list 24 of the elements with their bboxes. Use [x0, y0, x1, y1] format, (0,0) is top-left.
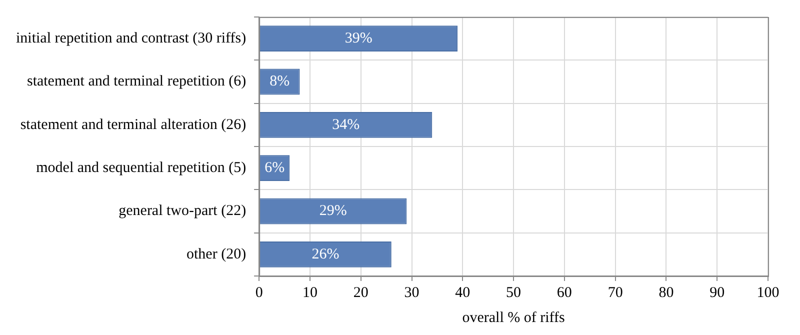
x-tick-label: 60	[556, 284, 572, 301]
x-tick-label: 40	[455, 284, 470, 301]
x-tick-label: 90	[710, 284, 725, 301]
x-axis-title: overall % of riffs	[462, 310, 565, 326]
x-tick-label: 100	[756, 284, 780, 301]
x-tick-label: 30	[404, 284, 420, 301]
x-tick-label: 70	[608, 284, 623, 301]
y-tick-label: general two-part (22)	[118, 203, 246, 220]
data-label: 34%	[332, 116, 360, 133]
x-tick-label: 20	[353, 284, 368, 301]
y-tick-label: initial repetition and contrast (30 riffs)	[16, 30, 246, 47]
x-tick-label: 80	[658, 284, 674, 301]
data-label: 29%	[319, 203, 347, 220]
y-tick-label: statement and terminal alteration (26)	[20, 116, 246, 133]
x-tick-label: 50	[506, 284, 522, 301]
y-tick-label: model and sequential repetition (5)	[36, 160, 246, 176]
x-tick-label: 10	[302, 284, 318, 301]
data-label: 8%	[270, 74, 290, 90]
y-tick-label: statement and terminal repetition (6)	[26, 74, 246, 90]
y-tick-label: other (20)	[186, 246, 246, 262]
data-label: 39%	[344, 30, 372, 47]
data-label: 6%	[264, 160, 285, 176]
data-label: 26%	[312, 246, 340, 262]
x-tick-label: 0	[255, 284, 263, 301]
